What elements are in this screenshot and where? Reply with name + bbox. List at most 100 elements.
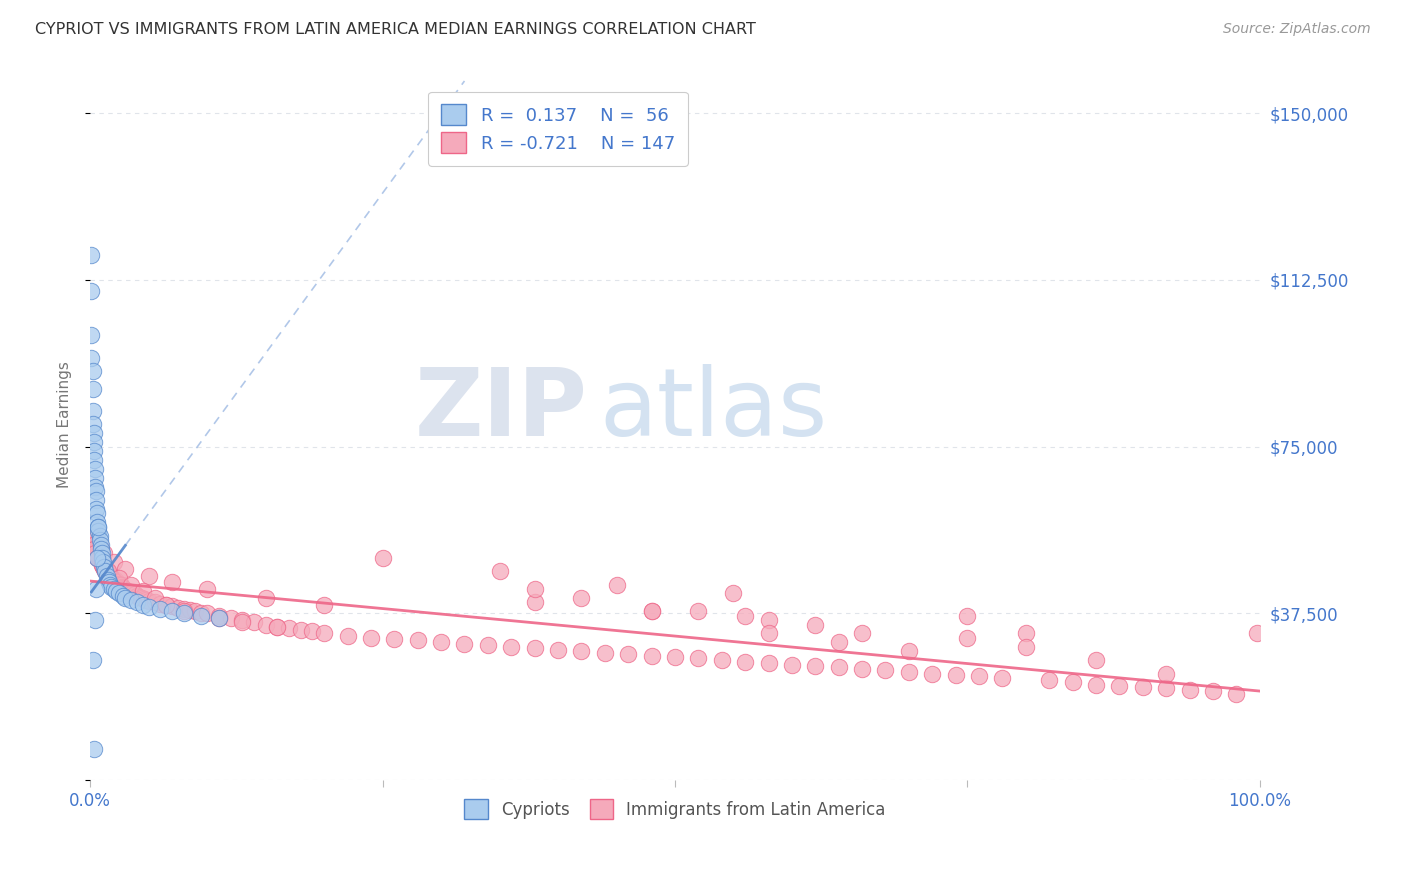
Point: [523, 582, 546, 596]
Point: [103, 572, 125, 586]
Point: [1202, 684, 1225, 698]
Point: [138, 594, 160, 608]
Point: [828, 660, 851, 674]
Point: [734, 608, 756, 623]
Point: [804, 659, 827, 673]
Point: [84, 528, 107, 542]
Point: [87, 550, 110, 565]
Point: [231, 615, 253, 630]
Point: [90, 546, 112, 560]
Point: [86, 550, 108, 565]
Text: Source: ZipAtlas.com: Source: ZipAtlas.com: [1223, 22, 1371, 37]
Point: [91, 559, 114, 574]
Point: [124, 587, 146, 601]
Point: [82, 364, 104, 378]
Point: [97, 567, 120, 582]
Point: [97, 564, 120, 578]
Point: [208, 611, 231, 625]
Point: [991, 671, 1014, 685]
Point: [84, 493, 107, 508]
Point: [83, 742, 105, 756]
Point: [120, 593, 142, 607]
Point: [105, 575, 128, 590]
Point: [110, 578, 132, 592]
Point: [149, 597, 172, 611]
Point: [131, 591, 153, 605]
Point: [301, 624, 323, 639]
Point: [956, 631, 979, 645]
Point: [758, 656, 780, 670]
Point: [243, 615, 266, 630]
Point: [132, 591, 155, 606]
Point: [1178, 682, 1201, 697]
Point: [195, 582, 218, 596]
Point: [93, 562, 115, 576]
Point: [143, 591, 166, 605]
Point: [921, 666, 943, 681]
Point: [371, 550, 394, 565]
Point: [82, 653, 104, 667]
Point: [231, 613, 253, 627]
Point: [87, 520, 110, 534]
Point: [336, 629, 359, 643]
Point: [1015, 626, 1038, 640]
Point: [1015, 640, 1038, 654]
Point: [80, 351, 103, 365]
Point: [86, 507, 108, 521]
Point: [84, 462, 107, 476]
Point: [278, 621, 301, 635]
Point: [160, 599, 183, 614]
Point: [266, 620, 288, 634]
Point: [155, 598, 177, 612]
Point: [90, 541, 112, 556]
Point: [851, 662, 873, 676]
Point: [758, 613, 780, 627]
Point: [96, 568, 118, 582]
Point: [111, 580, 134, 594]
Point: [121, 586, 143, 600]
Point: [875, 664, 897, 678]
Y-axis label: Median Earnings: Median Earnings: [58, 361, 72, 488]
Point: [114, 562, 136, 576]
Point: [523, 595, 546, 609]
Point: [90, 558, 112, 572]
Point: [83, 541, 105, 556]
Point: [149, 602, 172, 616]
Point: [90, 550, 112, 565]
Point: [80, 248, 103, 262]
Point: [547, 642, 569, 657]
Point: [87, 524, 110, 538]
Point: [266, 620, 288, 634]
Point: [94, 564, 117, 578]
Point: [160, 575, 183, 590]
Point: [84, 613, 107, 627]
Point: [84, 480, 107, 494]
Point: [90, 555, 112, 569]
Point: [254, 617, 277, 632]
Point: [477, 638, 499, 652]
Point: [125, 589, 148, 603]
Point: [710, 653, 733, 667]
Point: [956, 608, 979, 623]
Text: atlas: atlas: [599, 364, 827, 456]
Point: [167, 600, 190, 615]
Point: [160, 604, 183, 618]
Point: [1038, 673, 1060, 688]
Point: [523, 641, 546, 656]
Point: [84, 484, 107, 499]
Point: [89, 528, 111, 542]
Point: [118, 585, 141, 599]
Point: [108, 577, 131, 591]
Point: [83, 453, 105, 467]
Point: [84, 546, 107, 560]
Point: [488, 564, 510, 578]
Point: [86, 550, 108, 565]
Point: [112, 582, 135, 596]
Point: [1085, 678, 1108, 692]
Point: [103, 555, 125, 569]
Point: [897, 665, 920, 679]
Point: [1108, 679, 1130, 693]
Point: [83, 541, 105, 556]
Point: [82, 537, 104, 551]
Point: [135, 593, 157, 607]
